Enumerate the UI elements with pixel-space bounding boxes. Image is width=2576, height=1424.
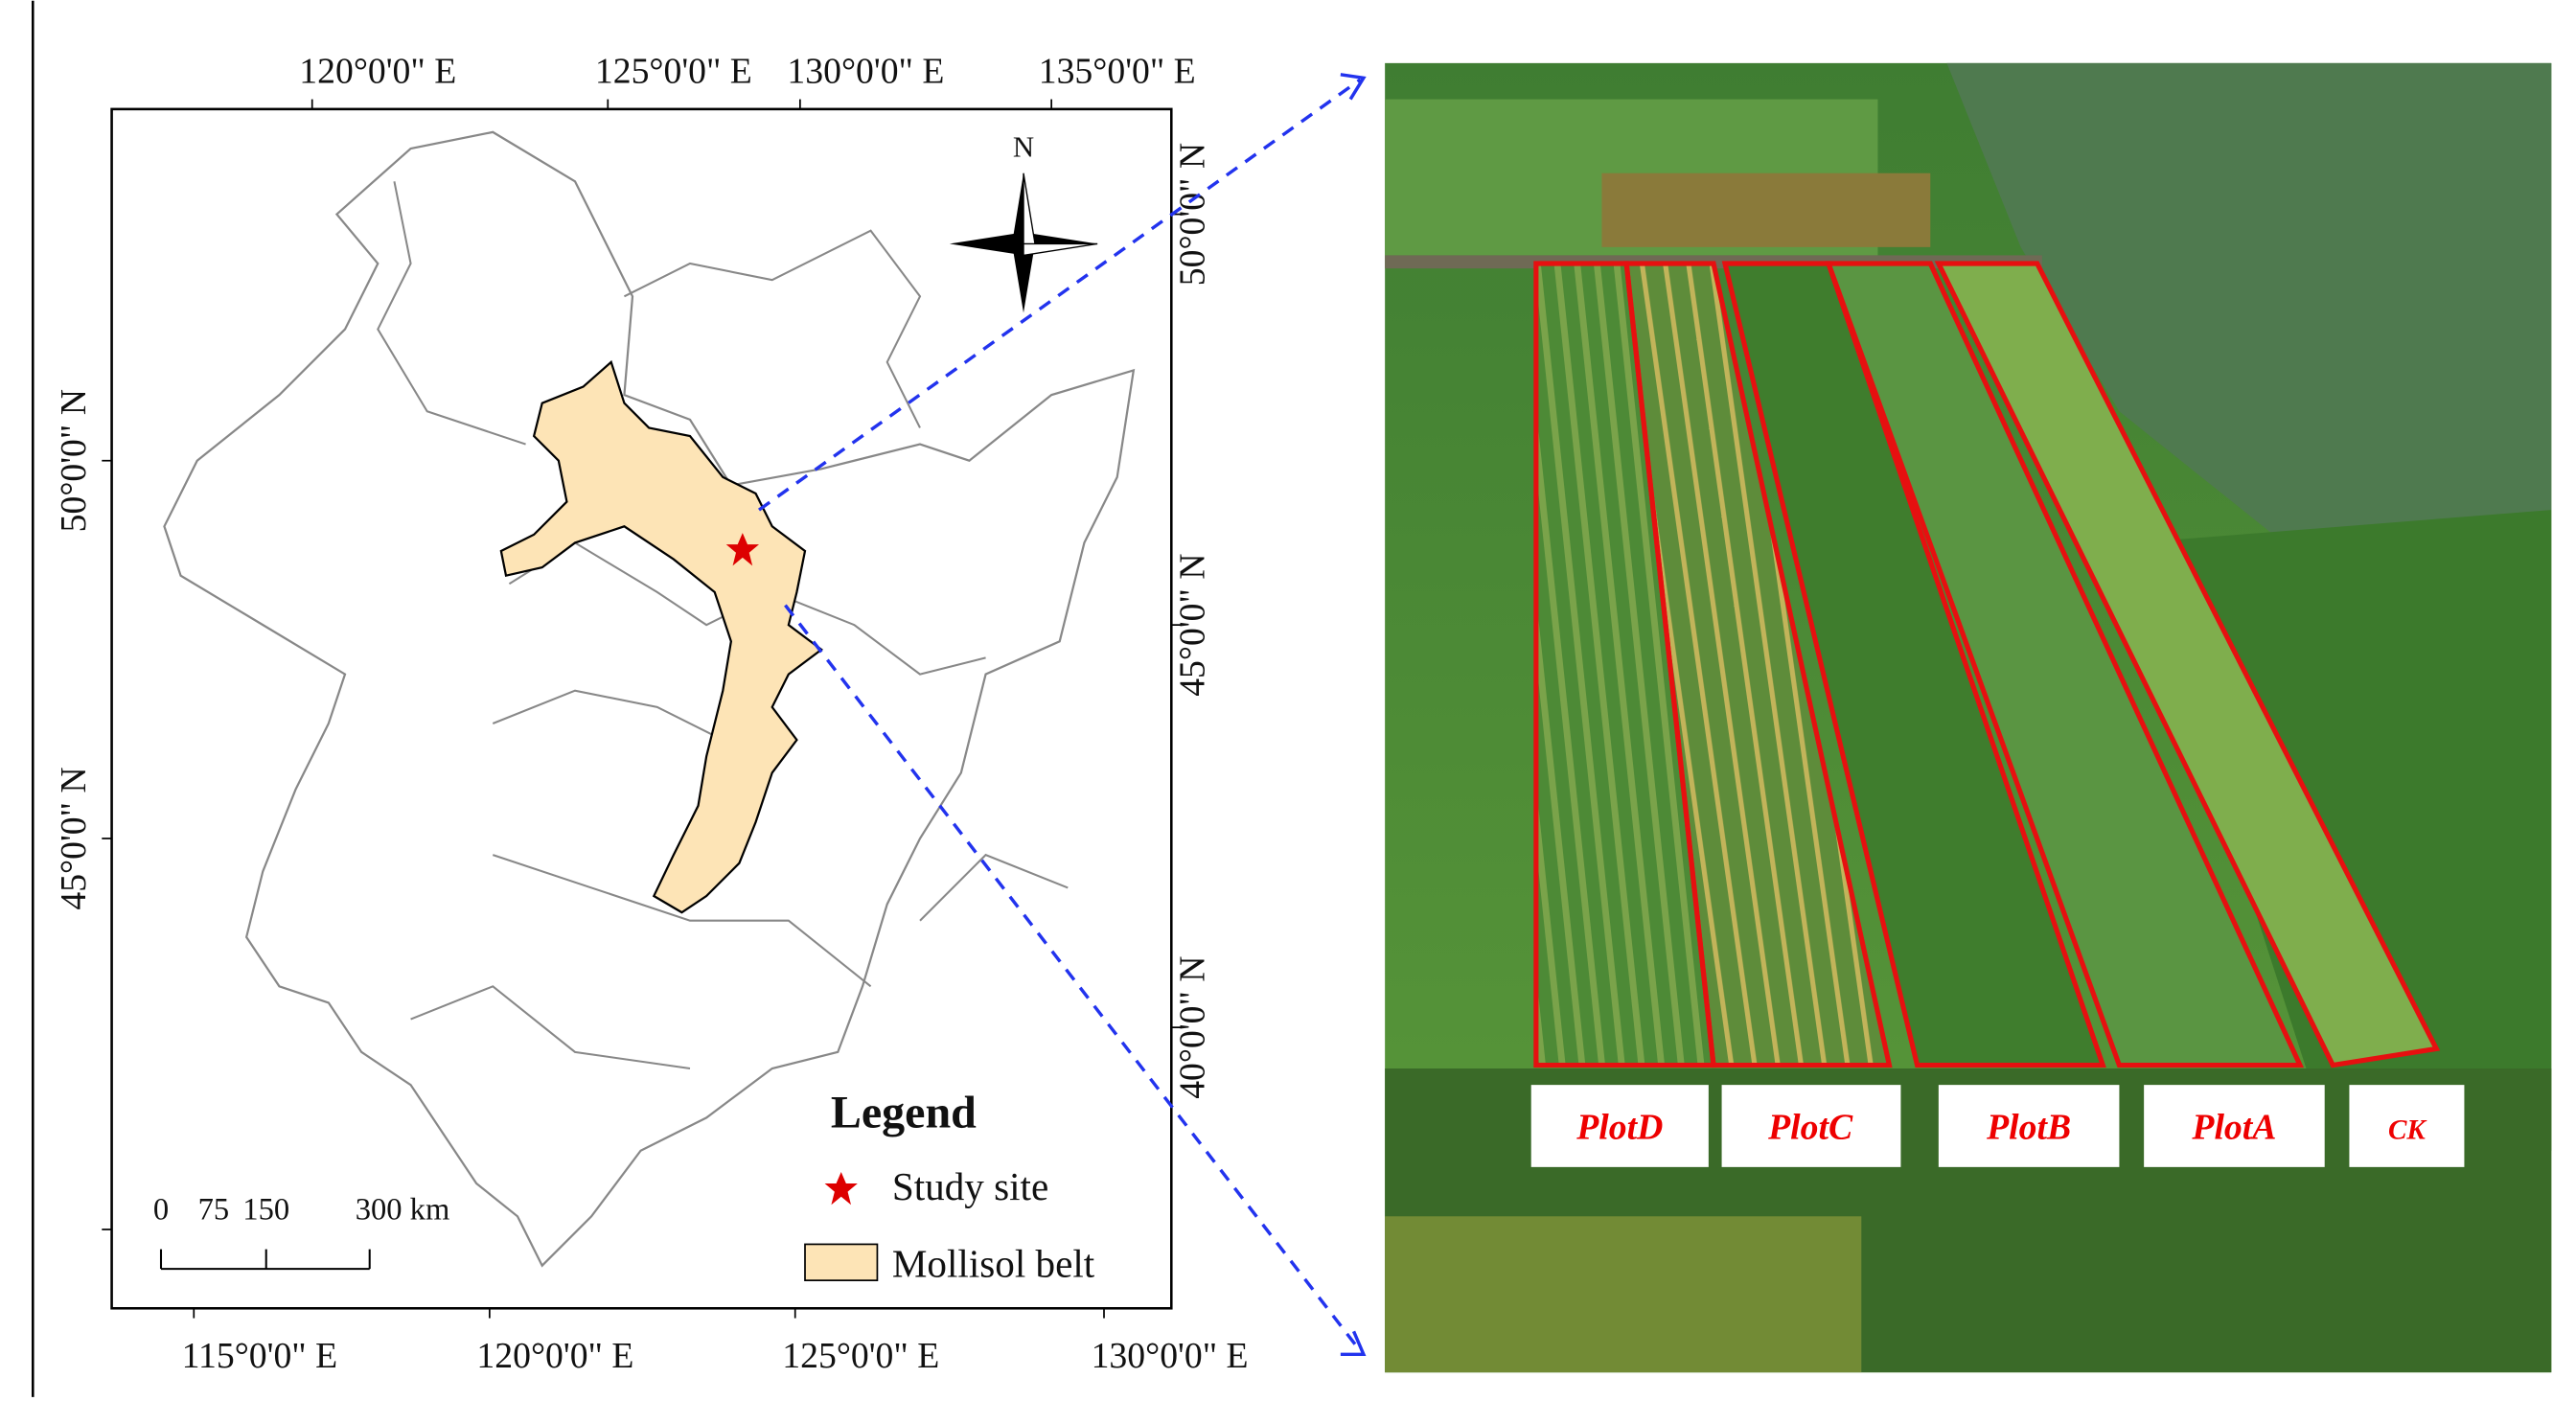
legend-star (824, 1172, 858, 1206)
north-label: N (1013, 131, 1034, 164)
plot-label: PlotD (1576, 1108, 1663, 1148)
region-outline (163, 130, 1136, 1268)
plot-label: PlotC (1767, 1108, 1853, 1148)
bottom-axis-label: 120°0'0" E (476, 1336, 633, 1376)
left-axis-label: 45°0'0" N (54, 767, 94, 909)
scale-label: 150 (242, 1193, 289, 1228)
bottom-axis-label: 130°0'0" E (1092, 1336, 1249, 1376)
scale-bar: 0 75 150 300 km (153, 1193, 450, 1271)
scale-label: 75 (198, 1193, 230, 1228)
top-axis-label: 135°0'0" E (1039, 51, 1196, 91)
study-site-marker (725, 533, 759, 566)
plot-label: PlotB (1986, 1108, 2071, 1148)
legend-swatch (804, 1243, 879, 1281)
aerial-photo: PlotD PlotC PlotB PlotA CK (1385, 62, 2552, 1373)
top-axis-label: 130°0'0" E (787, 51, 944, 91)
legend-title: Legend (831, 1088, 977, 1138)
bottom-axis-label: 125°0'0" E (782, 1336, 939, 1376)
plot-label: CK (2388, 1115, 2427, 1146)
connector (758, 78, 1362, 1352)
plot-label: PlotA (2191, 1108, 2276, 1148)
top-axis-label: 120°0'0" E (299, 51, 456, 91)
connector-arrow (1340, 73, 1367, 1356)
top-axis-label: 125°0'0" E (595, 51, 752, 91)
legend-item: Study site (892, 1164, 1048, 1208)
mollisol-belt (499, 359, 823, 914)
scale-label: 0 (153, 1193, 169, 1228)
map: N Legend Study site Mollisol belt 0 75 1… (110, 107, 1173, 1310)
north-arrow: N (949, 131, 1098, 313)
legend: Legend Study site Mollisol belt (804, 1088, 1095, 1286)
bottom-axis-label: 115°0'0" E (182, 1336, 338, 1376)
scale-label: 300 km (356, 1193, 450, 1228)
left-axis-label: 50°0'0" N (54, 389, 94, 532)
legend-item: Mollisol belt (892, 1242, 1095, 1286)
map-axes: 120°0'0" E 125°0'0" E 130°0'0" E 135°0'0" E… (54, 51, 1248, 1376)
